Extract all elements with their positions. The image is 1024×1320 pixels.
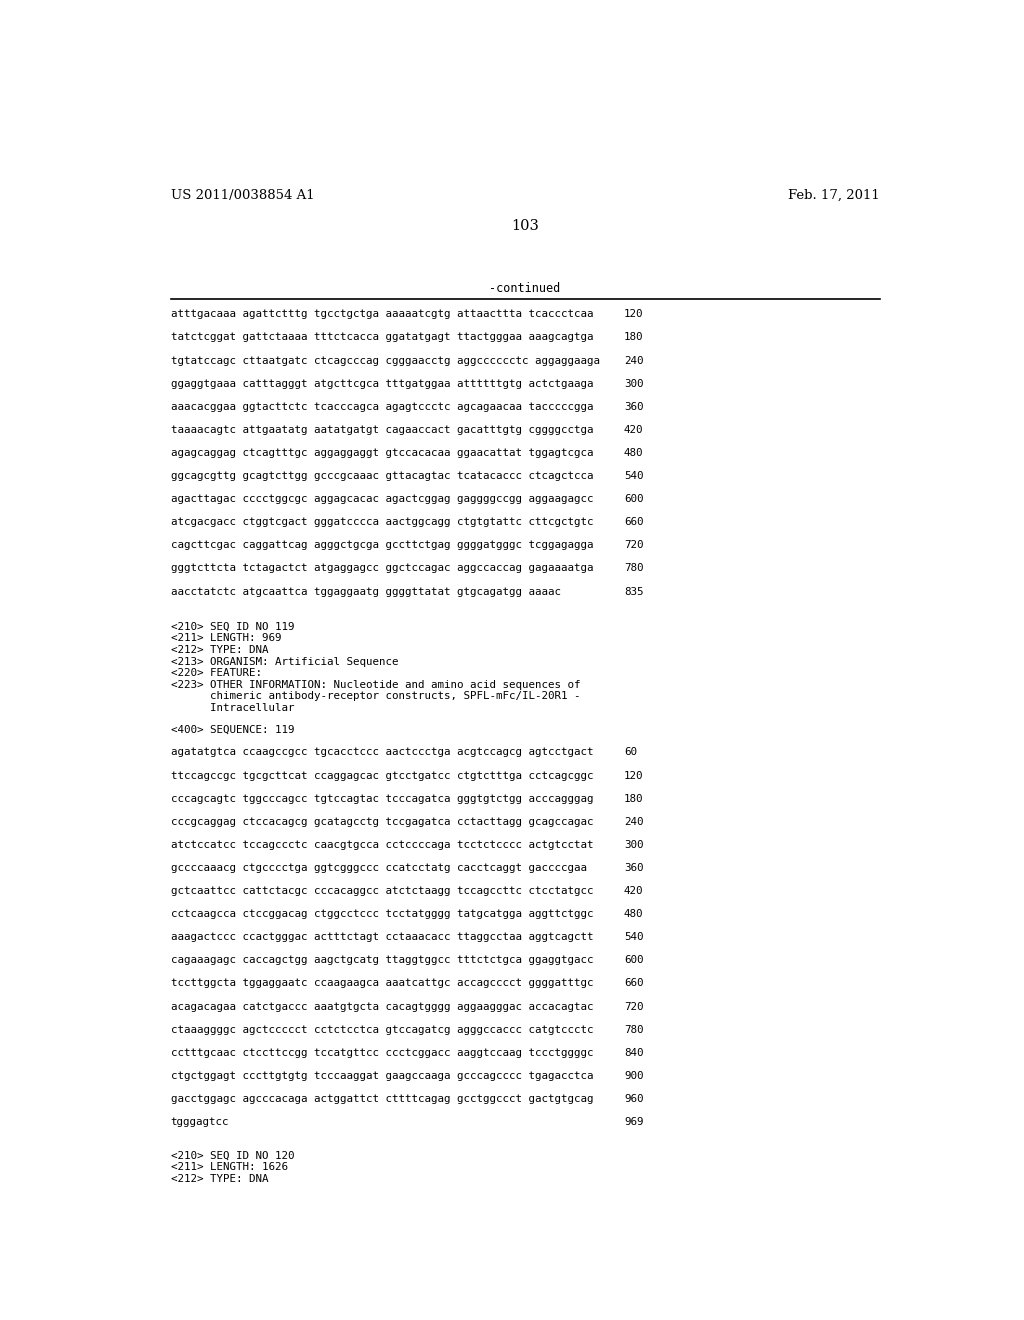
Text: 660: 660 [624, 517, 643, 527]
Text: aaagactccc ccactgggac actttctagt cctaaacacc ttaggcctaa aggtcagctt: aaagactccc ccactgggac actttctagt cctaaac… [171, 932, 593, 942]
Text: 900: 900 [624, 1071, 643, 1081]
Text: ctaaaggggc agctccccct cctctcctca gtccagatcg agggccaccc catgtccctc: ctaaaggggc agctccccct cctctcctca gtccaga… [171, 1024, 593, 1035]
Text: 180: 180 [624, 333, 643, 342]
Text: 835: 835 [624, 586, 643, 597]
Text: ggaggtgaaa catttagggt atgcttcgca tttgatggaa attttttgtg actctgaaga: ggaggtgaaa catttagggt atgcttcgca tttgatg… [171, 379, 593, 388]
Text: chimeric antibody-receptor constructs, SPFL-mFc/IL-20R1 -: chimeric antibody-receptor constructs, S… [171, 692, 581, 701]
Text: agatatgtca ccaagccgcc tgcacctccc aactccctga acgtccagcg agtcctgact: agatatgtca ccaagccgcc tgcacctccc aactccc… [171, 747, 593, 758]
Text: 480: 480 [624, 447, 643, 458]
Text: atttgacaaa agattctttg tgcctgctga aaaaatcgtg attaacttta tcaccctcaa: atttgacaaa agattctttg tgcctgctga aaaaatc… [171, 309, 593, 319]
Text: cagaaagagc caccagctgg aagctgcatg ttaggtggcc tttctctgca ggaggtgacc: cagaaagagc caccagctgg aagctgcatg ttaggtg… [171, 956, 593, 965]
Text: -continued: -continued [489, 282, 560, 296]
Text: 480: 480 [624, 909, 643, 919]
Text: <212> TYPE: DNA: <212> TYPE: DNA [171, 1173, 268, 1184]
Text: cagcttcgac caggattcag agggctgcga gccttctgag ggggatgggc tcggagagga: cagcttcgac caggattcag agggctgcga gccttct… [171, 540, 593, 550]
Text: 300: 300 [624, 840, 643, 850]
Text: <220> FEATURE:: <220> FEATURE: [171, 668, 261, 678]
Text: <400> SEQUENCE: 119: <400> SEQUENCE: 119 [171, 725, 294, 735]
Text: aacctatctc atgcaattca tggaggaatg ggggttatat gtgcagatgg aaaac: aacctatctc atgcaattca tggaggaatg ggggtta… [171, 586, 560, 597]
Text: tccttggcta tggaggaatc ccaagaagca aaatcattgc accagcccct ggggatttgc: tccttggcta tggaggaatc ccaagaagca aaatcat… [171, 978, 593, 989]
Text: 420: 420 [624, 886, 643, 896]
Text: <223> OTHER INFORMATION: Nucleotide and amino acid sequences of: <223> OTHER INFORMATION: Nucleotide and … [171, 680, 581, 689]
Text: agacttagac cccctggcgc aggagcacac agactcggag gaggggccgg aggaagagcc: agacttagac cccctggcgc aggagcacac agactcg… [171, 494, 593, 504]
Text: 720: 720 [624, 1002, 643, 1011]
Text: 300: 300 [624, 379, 643, 388]
Text: 120: 120 [624, 309, 643, 319]
Text: gacctggagc agcccacaga actggattct cttttcagag gcctggccct gactgtgcag: gacctggagc agcccacaga actggattct cttttca… [171, 1094, 593, 1104]
Text: 120: 120 [624, 771, 643, 780]
Text: <211> LENGTH: 1626: <211> LENGTH: 1626 [171, 1163, 288, 1172]
Text: gccccaaacg ctgcccctga ggtcgggccc ccatcctatg cacctcaggt gaccccgaa: gccccaaacg ctgcccctga ggtcgggccc ccatcct… [171, 863, 587, 873]
Text: cccgcaggag ctccacagcg gcatagcctg tccgagatca cctacttagg gcagccagac: cccgcaggag ctccacagcg gcatagcctg tccgaga… [171, 817, 593, 826]
Text: 420: 420 [624, 425, 643, 434]
Text: gggtcttcta tctagactct atgaggagcc ggctccagac aggccaccag gagaaaatga: gggtcttcta tctagactct atgaggagcc ggctcca… [171, 564, 593, 573]
Text: taaaacagtc attgaatatg aatatgatgt cagaaccact gacatttgtg cggggcctga: taaaacagtc attgaatatg aatatgatgt cagaacc… [171, 425, 593, 434]
Text: ggcagcgttg gcagtcttgg gcccgcaaac gttacagtac tcatacaccc ctcagctcca: ggcagcgttg gcagtcttgg gcccgcaaac gttacag… [171, 471, 593, 480]
Text: ctgctggagt cccttgtgtg tcccaaggat gaagccaaga gcccagcccc tgagacctca: ctgctggagt cccttgtgtg tcccaaggat gaagcca… [171, 1071, 593, 1081]
Text: atcgacgacc ctggtcgact gggatcccca aactggcagg ctgtgtattc cttcgctgtc: atcgacgacc ctggtcgact gggatcccca aactggc… [171, 517, 593, 527]
Text: cctcaagcca ctccggacag ctggcctccc tcctatgggg tatgcatgga aggttctggc: cctcaagcca ctccggacag ctggcctccc tcctatg… [171, 909, 593, 919]
Text: <211> LENGTH: 969: <211> LENGTH: 969 [171, 634, 282, 643]
Text: 360: 360 [624, 401, 643, 412]
Text: 360: 360 [624, 863, 643, 873]
Text: 780: 780 [624, 564, 643, 573]
Text: Intracellular: Intracellular [171, 702, 294, 713]
Text: 600: 600 [624, 494, 643, 504]
Text: acagacagaa catctgaccc aaatgtgcta cacagtgggg aggaagggac accacagtac: acagacagaa catctgaccc aaatgtgcta cacagtg… [171, 1002, 593, 1011]
Text: 240: 240 [624, 355, 643, 366]
Text: Feb. 17, 2011: Feb. 17, 2011 [788, 189, 880, 202]
Text: ttccagccgc tgcgcttcat ccaggagcac gtcctgatcc ctgtctttga cctcagcggc: ttccagccgc tgcgcttcat ccaggagcac gtcctga… [171, 771, 593, 780]
Text: tatctcggat gattctaaaa tttctcacca ggatatgagt ttactgggaa aaagcagtga: tatctcggat gattctaaaa tttctcacca ggatatg… [171, 333, 593, 342]
Text: 240: 240 [624, 817, 643, 826]
Text: cccagcagtc tggcccagcc tgtccagtac tcccagatca gggtgtctgg acccagggag: cccagcagtc tggcccagcc tgtccagtac tcccaga… [171, 793, 593, 804]
Text: US 2011/0038854 A1: US 2011/0038854 A1 [171, 189, 314, 202]
Text: <210> SEQ ID NO 119: <210> SEQ ID NO 119 [171, 622, 294, 632]
Text: 720: 720 [624, 540, 643, 550]
Text: 180: 180 [624, 793, 643, 804]
Text: 60: 60 [624, 747, 637, 758]
Text: 960: 960 [624, 1094, 643, 1104]
Text: <210> SEQ ID NO 120: <210> SEQ ID NO 120 [171, 1151, 294, 1160]
Text: tgtatccagc cttaatgatc ctcagcccag cgggaacctg aggcccccctc aggaggaaga: tgtatccagc cttaatgatc ctcagcccag cgggaac… [171, 355, 600, 366]
Text: atctccatcc tccagccctc caacgtgcca cctccccaga tcctctcccc actgtcctat: atctccatcc tccagccctc caacgtgcca cctcccc… [171, 840, 593, 850]
Text: 969: 969 [624, 1117, 643, 1127]
Text: 660: 660 [624, 978, 643, 989]
Text: tgggagtcc: tgggagtcc [171, 1117, 229, 1127]
Text: <213> ORGANISM: Artificial Sequence: <213> ORGANISM: Artificial Sequence [171, 656, 398, 667]
Text: 103: 103 [511, 219, 539, 234]
Text: cctttgcaac ctccttccgg tccatgttcc ccctcggacc aaggtccaag tccctggggc: cctttgcaac ctccttccgg tccatgttcc ccctcgg… [171, 1048, 593, 1057]
Text: 780: 780 [624, 1024, 643, 1035]
Text: 540: 540 [624, 932, 643, 942]
Text: gctcaattcc cattctacgc cccacaggcc atctctaagg tccagccttc ctcctatgcc: gctcaattcc cattctacgc cccacaggcc atctcta… [171, 886, 593, 896]
Text: 540: 540 [624, 471, 643, 480]
Text: <212> TYPE: DNA: <212> TYPE: DNA [171, 645, 268, 655]
Text: agagcaggag ctcagtttgc aggaggaggt gtccacacaa ggaacattat tggagtcgca: agagcaggag ctcagtttgc aggaggaggt gtccaca… [171, 447, 593, 458]
Text: 600: 600 [624, 956, 643, 965]
Text: 840: 840 [624, 1048, 643, 1057]
Text: aaacacggaa ggtacttctc tcacccagca agagtccctc agcagaacaa tacccccgga: aaacacggaa ggtacttctc tcacccagca agagtcc… [171, 401, 593, 412]
